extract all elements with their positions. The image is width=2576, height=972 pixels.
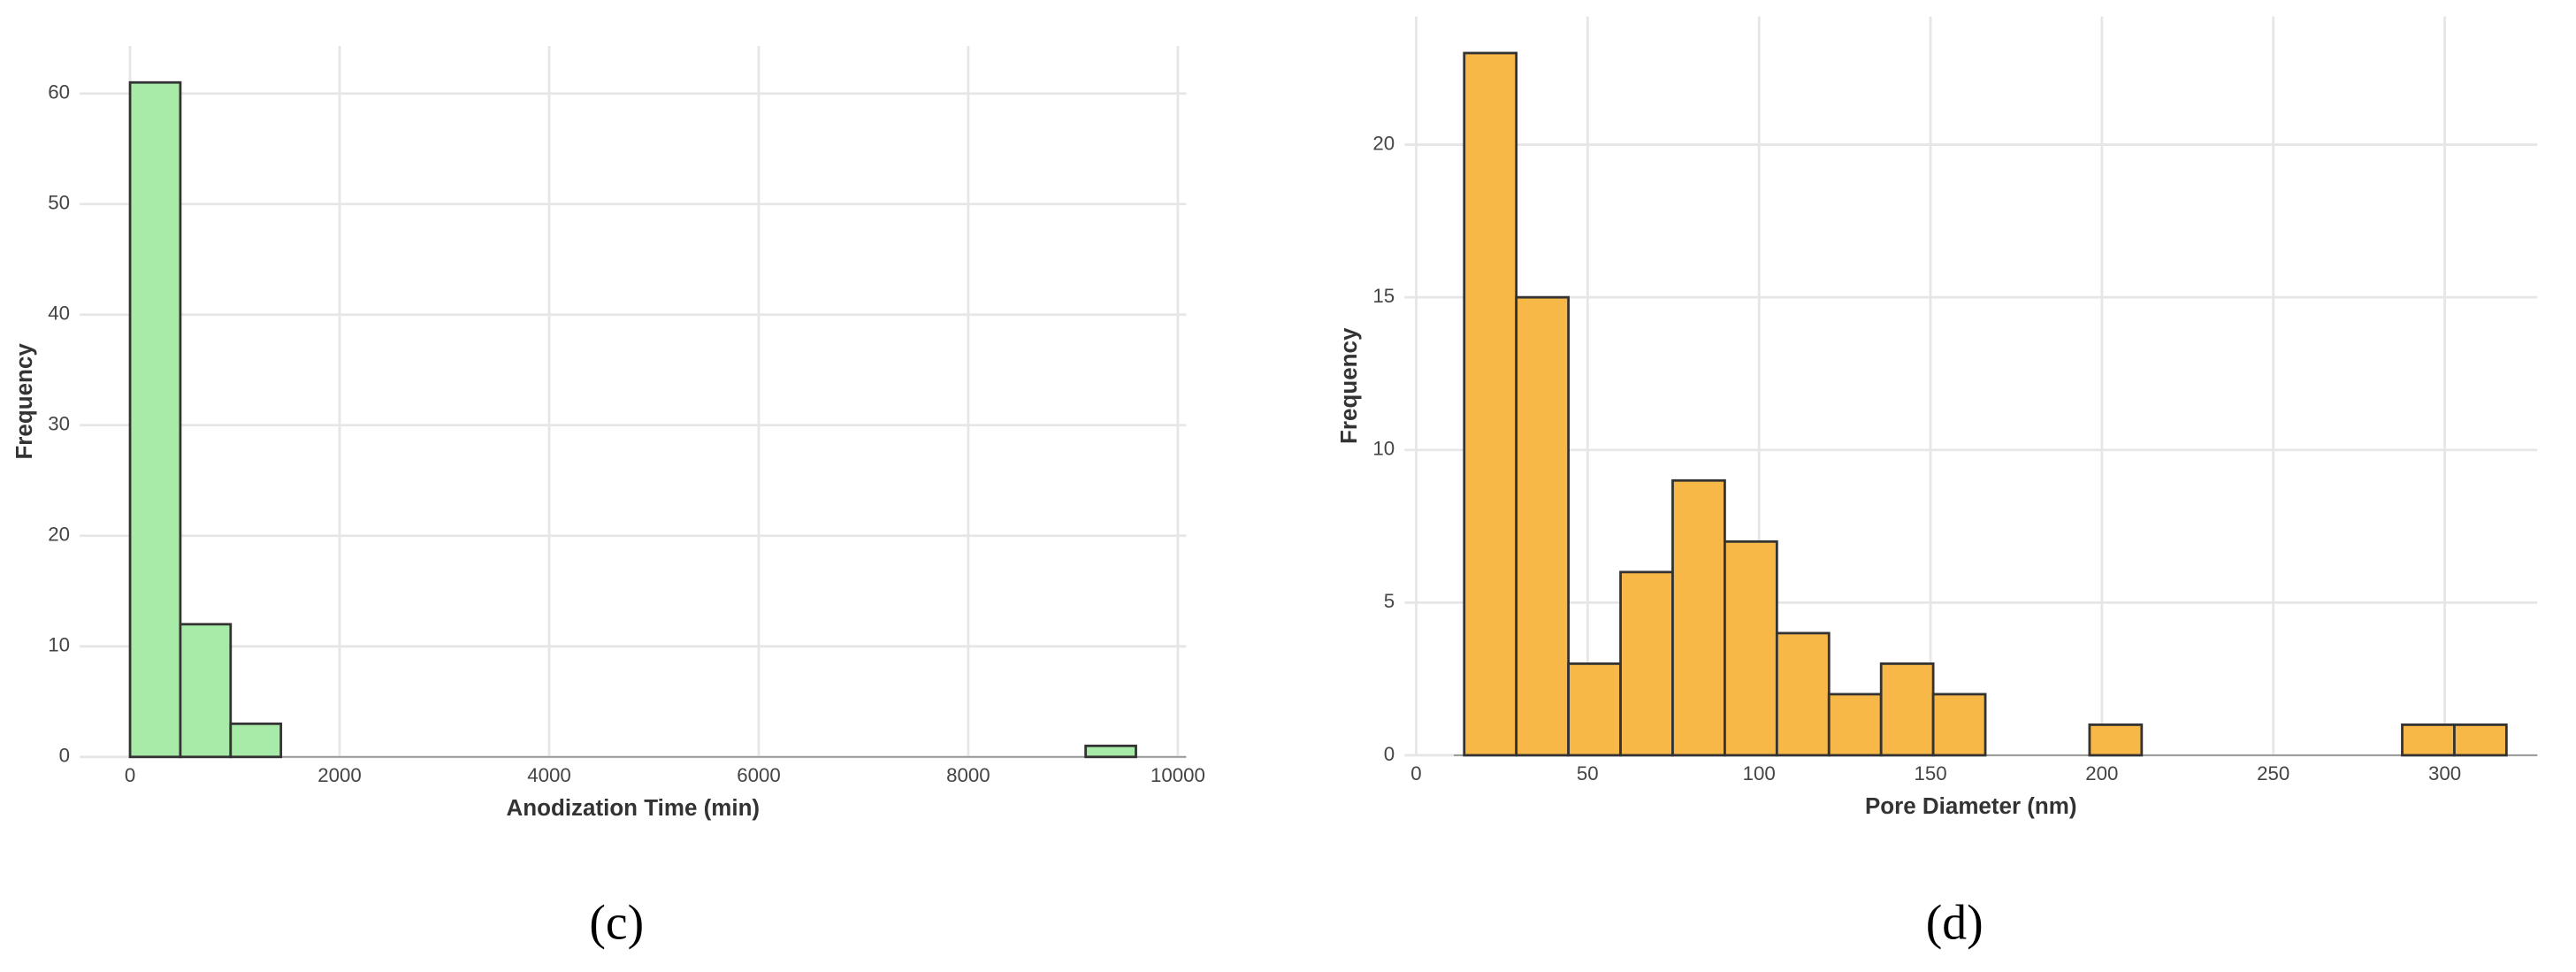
y-tick-label: 0	[59, 745, 70, 767]
y-tick-label: 0	[1384, 743, 1395, 765]
bar	[1084, 744, 1137, 759]
bar	[1515, 295, 1571, 757]
x-tick-label: 2000	[317, 764, 362, 786]
x-axis-title: Anodization Time (min)	[506, 794, 760, 821]
y-tick-label: 10	[1372, 438, 1395, 460]
y-tick-label: 60	[48, 81, 70, 103]
y-axis-title: Frequency	[11, 343, 37, 460]
bar	[128, 80, 182, 759]
x-tick-label: 0	[125, 764, 135, 786]
bar	[1567, 662, 1622, 757]
x-tick-label: 200	[2085, 762, 2118, 784]
bar	[2453, 723, 2508, 757]
bar	[1775, 631, 1831, 757]
x-tick-label: 250	[2257, 762, 2289, 784]
bar	[229, 722, 283, 759]
y-tick-label: 20	[48, 524, 70, 546]
bar	[2401, 723, 2456, 757]
y-tick-label: 5	[1384, 590, 1395, 612]
y-tick-label: 50	[48, 192, 70, 214]
x-tick-label: 10000	[1150, 764, 1205, 786]
bar	[1671, 478, 1726, 757]
caption: (c)	[589, 896, 644, 951]
x-tick-label: 0	[1410, 762, 1421, 784]
y-tick-label: 15	[1372, 285, 1395, 307]
y-tick-label: 20	[1372, 132, 1395, 154]
x-axis-title: Pore Diameter (nm)	[1865, 792, 2077, 819]
bar	[1879, 662, 1935, 757]
bar	[2088, 723, 2144, 757]
bar	[1724, 540, 1778, 757]
x-tick-label: 4000	[527, 764, 571, 786]
y-tick-label: 40	[48, 302, 70, 325]
bar	[1463, 51, 1518, 757]
x-tick-label: 6000	[737, 764, 781, 786]
x-tick-label: 100	[1743, 762, 1776, 784]
bar	[1931, 693, 1987, 757]
x-tick-label: 150	[1914, 762, 1946, 784]
y-tick-label: 10	[48, 634, 70, 656]
bar	[1827, 693, 1883, 757]
bar	[1619, 570, 1674, 757]
x-tick-label: 8000	[946, 764, 990, 786]
x-tick-label: 300	[2428, 762, 2461, 784]
caption: (d)	[1926, 896, 1984, 951]
y-tick-label: 30	[48, 413, 70, 435]
bar	[179, 623, 233, 759]
y-axis-title: Frequency	[1335, 327, 1362, 444]
x-tick-label: 50	[1577, 762, 1599, 784]
